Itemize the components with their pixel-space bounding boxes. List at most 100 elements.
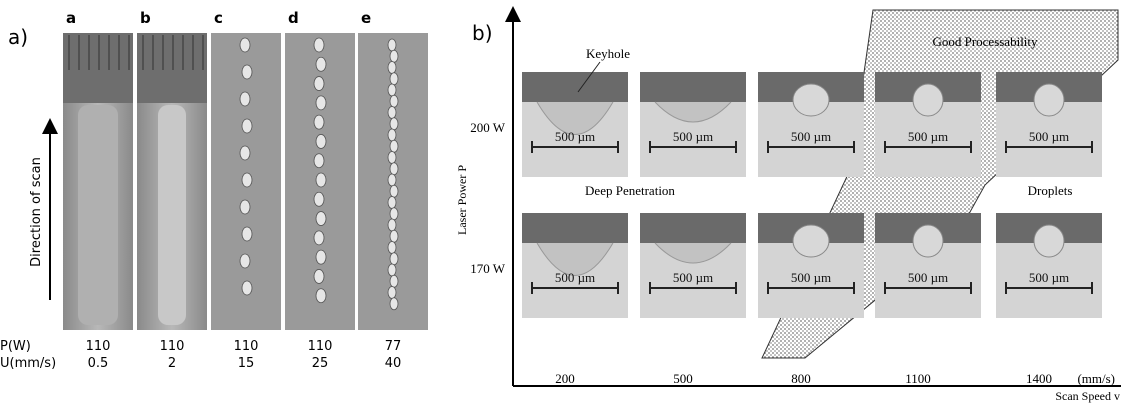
bead [242, 227, 252, 241]
droplet [913, 84, 943, 116]
droplet [913, 225, 943, 257]
droplet [1034, 225, 1064, 257]
bead [316, 57, 326, 71]
bead [240, 92, 250, 106]
x-axis-title: Scan Speed v [1055, 389, 1120, 403]
y-axis-title: Laser Power P [455, 165, 469, 235]
column-letter: a [66, 9, 76, 27]
power-value: 110 [86, 339, 111, 354]
bead [390, 140, 398, 152]
weld-track [158, 105, 186, 325]
droplet [1034, 84, 1064, 116]
x-tick-label: 500 [673, 371, 693, 386]
scale-label: 500 µm [555, 129, 595, 144]
region-label: Keyhole [586, 46, 630, 61]
bead [240, 146, 250, 160]
bead [388, 129, 396, 141]
micrograph-top [640, 213, 746, 243]
bead [316, 212, 326, 226]
bead [314, 269, 324, 283]
speed-value: 0.5 [88, 356, 109, 371]
bead [390, 275, 398, 287]
bead [316, 250, 326, 264]
bead [388, 264, 396, 276]
panel-label: a) [8, 25, 28, 49]
bead [390, 298, 398, 310]
weld-track [78, 105, 118, 325]
row-label: U(mm/s) [0, 356, 56, 371]
x-unit: (mm/s) [1077, 371, 1115, 386]
bead [390, 118, 398, 130]
bead [388, 39, 396, 51]
y-tick-label: 170 W [470, 261, 506, 276]
scale-label: 500 µm [1029, 270, 1069, 285]
bead [240, 254, 250, 268]
region-label: Deep Penetration [585, 183, 675, 198]
scale-label: 500 µm [908, 270, 948, 285]
bead [242, 65, 252, 79]
scale-label: 500 µm [908, 129, 948, 144]
bead [242, 119, 252, 133]
direction-label: Direction of scan [29, 157, 44, 267]
bead [390, 50, 398, 62]
scale-label: 500 µm [673, 129, 713, 144]
x-tick-label: 800 [791, 371, 811, 386]
bead [388, 174, 396, 186]
ruler [63, 33, 133, 103]
bead [388, 84, 396, 96]
micrograph-top [640, 72, 746, 102]
x-tick-label: 1100 [905, 371, 931, 386]
speed-value: 40 [385, 356, 402, 371]
micrograph-top [522, 72, 628, 102]
scale-label: 500 µm [1029, 129, 1069, 144]
column-letter: b [140, 9, 151, 27]
bead [390, 73, 398, 85]
bead [314, 231, 324, 245]
bead [388, 197, 396, 209]
ruler [137, 33, 207, 103]
bead [314, 154, 324, 168]
speed-value: 25 [312, 356, 329, 371]
figure: a) Direction of scan P(W) U(mm/s) b) Las… [0, 0, 1121, 403]
bead [314, 192, 324, 206]
region-label: Droplets [1028, 183, 1073, 198]
bead [388, 152, 396, 164]
row-label: P(W) [0, 339, 31, 354]
column-letter: c [214, 9, 223, 27]
bead [314, 77, 324, 91]
scale-label: 500 µm [673, 270, 713, 285]
bead [316, 96, 326, 110]
region-label: Good Processability [932, 34, 1038, 49]
bead [242, 173, 252, 187]
bead [388, 219, 396, 231]
scale-label: 500 µm [791, 129, 831, 144]
bead [314, 38, 324, 52]
bead [242, 281, 252, 295]
bead [240, 200, 250, 214]
speed-value: 2 [168, 356, 176, 371]
bead [390, 208, 398, 220]
x-tick-label: 200 [555, 371, 575, 386]
bead [388, 62, 396, 74]
droplet [793, 225, 829, 257]
bead [390, 185, 398, 197]
droplet [793, 84, 829, 116]
scale-label: 500 µm [555, 270, 595, 285]
panel-label: b) [472, 21, 493, 45]
power-value: 110 [234, 339, 259, 354]
power-value: 110 [160, 339, 185, 354]
bead [390, 253, 398, 265]
bead [240, 38, 250, 52]
bead [388, 242, 396, 254]
x-tick-label: 1400 [1026, 371, 1052, 386]
y-tick-label: 200 W [470, 120, 506, 135]
bead [390, 230, 398, 242]
power-value: 77 [385, 339, 402, 354]
bead [316, 173, 326, 187]
bead [390, 95, 398, 107]
bead [388, 107, 396, 119]
scale-label: 500 µm [791, 270, 831, 285]
column-letter: d [288, 9, 299, 27]
bead [316, 134, 326, 148]
bead [390, 163, 398, 175]
